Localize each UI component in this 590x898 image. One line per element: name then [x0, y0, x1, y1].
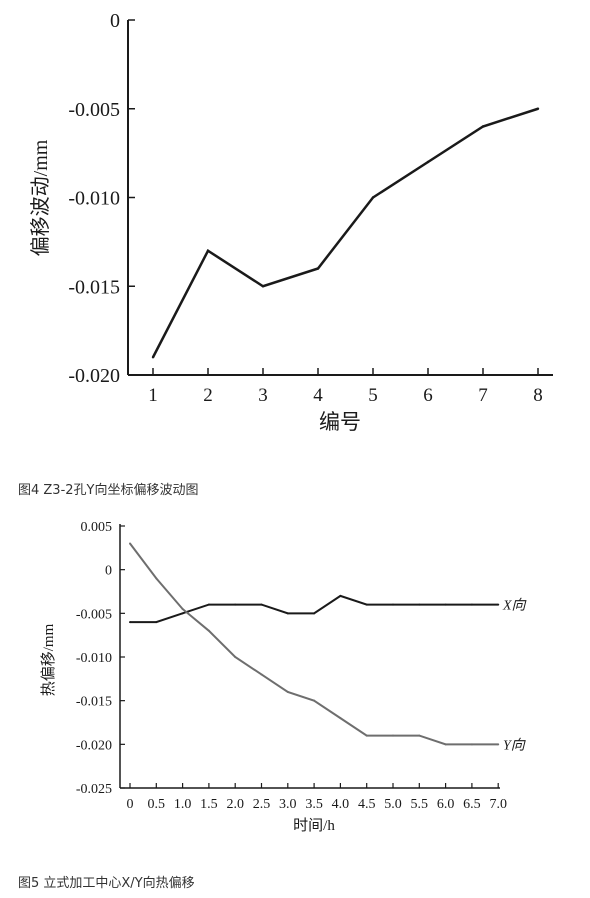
data-point-y	[207, 629, 210, 632]
data-point-y	[313, 699, 316, 702]
data-point-x	[365, 603, 368, 606]
series-line	[151, 107, 539, 358]
data-point-y	[392, 734, 394, 737]
x-tick-label: 2	[203, 385, 213, 406]
data-point-y	[418, 734, 421, 737]
data-point	[151, 356, 155, 359]
series-label-y: Y向	[503, 737, 527, 753]
x-tick-label: 1.0	[174, 797, 192, 812]
series-label-x: X向	[502, 598, 528, 614]
data-point-y	[365, 734, 368, 737]
x-tick-label: 6	[423, 385, 433, 406]
data-point	[481, 125, 485, 128]
x-tick-label: 7.0	[489, 797, 507, 812]
data-point-y	[260, 673, 263, 676]
data-point-y	[155, 577, 158, 580]
data-point-x	[497, 603, 500, 606]
x-tick-label: 5.5	[411, 797, 429, 812]
x-tick-label: 0.5	[148, 797, 166, 812]
data-point	[206, 249, 210, 252]
data-point	[371, 196, 375, 199]
x-tick-label: 1	[148, 385, 158, 406]
y-tick-label: -0.010	[76, 651, 112, 666]
data-point-y	[497, 743, 500, 746]
y-tick-label: -0.010	[68, 188, 120, 210]
y-axis-title: 偏移波动/mm	[29, 139, 52, 256]
data-point-x	[313, 612, 316, 615]
y-tick-label: 0	[105, 564, 112, 579]
x-tick-label: 2.0	[226, 797, 244, 812]
data-point-x	[181, 612, 184, 615]
x-tick-label: 6.5	[463, 797, 481, 812]
x-tick-label: 5.0	[384, 797, 402, 812]
series-line-x	[130, 594, 499, 624]
y-tick-label: 0.005	[81, 520, 113, 535]
x-tick-label: 0	[127, 797, 134, 812]
x-tick-label: 8	[533, 385, 543, 406]
data-point-x	[418, 603, 421, 606]
x-tick-label: 7	[478, 385, 488, 406]
y-tick-label: -0.020	[76, 738, 112, 753]
chart-thermal-offset: 0.005 0 -0.005 -0.010 -0.015 -0.020 -0.025 0 0.5…	[40, 520, 528, 834]
data-point-x	[339, 594, 342, 597]
data-point-y	[181, 607, 184, 610]
y-tick-label: -0.015	[76, 695, 112, 710]
data-point-x	[392, 603, 394, 606]
series-line-y	[129, 542, 499, 746]
x-tick-label: 3	[258, 385, 268, 406]
data-point-y	[286, 690, 289, 693]
data-point-y	[339, 717, 342, 720]
data-point-x	[444, 603, 447, 606]
data-point	[426, 160, 430, 164]
x-tick-label: 2.5	[253, 797, 271, 812]
data-point-y	[444, 743, 447, 746]
y-tick-label: -0.005	[68, 99, 120, 121]
data-point-x	[155, 621, 158, 624]
y-tick-label: -0.020	[68, 365, 120, 387]
data-point-y	[470, 743, 473, 746]
y-tick-label: -0.005	[76, 607, 112, 622]
y-tick-label: 0	[110, 10, 120, 32]
data-point-x	[207, 603, 210, 606]
x-tick-label: 5	[368, 385, 378, 406]
x-axis-title: 时间/h	[293, 817, 335, 834]
x-tick-label: 4	[313, 385, 323, 406]
x-tick-label: 3.5	[305, 797, 323, 812]
x-tick-label: 4.5	[358, 797, 376, 812]
y-tick-label: -0.015	[68, 276, 120, 298]
x-tick-label: 6.0	[437, 797, 455, 812]
y-tick-label: -0.025	[76, 782, 112, 797]
data-point	[261, 285, 265, 288]
x-axis-title: 编号	[319, 410, 361, 434]
data-point-y	[234, 656, 237, 658]
figure-5-caption: 图5 立式加工中心X/Y向热偏移	[18, 876, 195, 891]
y-axis-title: 热偏移/mm	[40, 623, 57, 696]
data-point	[536, 107, 540, 110]
data-point-x	[286, 612, 289, 615]
data-point	[316, 267, 320, 270]
data-point-x	[470, 603, 473, 606]
data-point-y	[129, 542, 131, 545]
chart-offset-fluctuation: 0 -0.005 -0.010 -0.015 -0.020 1 2 3 4 5 6 7 8 编号 偏移波动/…	[29, 10, 553, 434]
data-point-x	[260, 603, 263, 606]
data-point-x	[129, 621, 131, 624]
x-tick-label: 4.0	[332, 797, 350, 812]
x-tick-label: 3.0	[279, 797, 297, 812]
figure-4-caption: 图4 Z3-2孔Y向坐标偏移波动图	[18, 483, 199, 498]
x-tick-label: 1.5	[200, 797, 218, 812]
data-point-x	[234, 603, 237, 606]
